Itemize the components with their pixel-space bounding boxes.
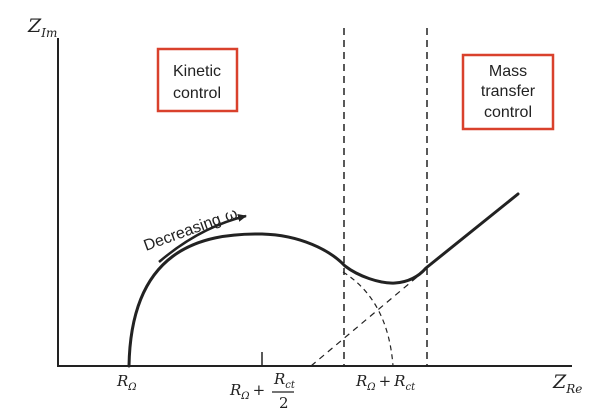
svg-text:2: 2 — [279, 394, 289, 412]
dashed-semicircle-continuation — [342, 271, 394, 367]
tick-label-r-omega-plus-rct: RΩ + Rct — [355, 372, 416, 393]
svg-text:transfer: transfer — [481, 83, 536, 100]
tick-label-r-omega: RΩ — [116, 372, 137, 393]
svg-text:control: control — [484, 104, 532, 121]
kinetic-control-box: Kinetic control — [156, 47, 239, 113]
svg-text:Mass: Mass — [489, 63, 527, 80]
svg-text:Rct: Rct — [273, 370, 296, 391]
svg-text:control: control — [173, 85, 221, 102]
tick-label-r-omega-plus-half-rct: RΩ + Rct 2 — [229, 370, 296, 412]
y-axis-label: ZIm — [27, 15, 57, 40]
x-axis-label: ZRe — [552, 371, 582, 396]
mass-transfer-control-box: Mass transfer control — [461, 53, 555, 131]
impedance-curve — [127, 192, 520, 368]
decreasing-omega-arrow — [158, 213, 247, 263]
svg-text:RΩ+: RΩ + — [229, 381, 265, 402]
svg-text:Kinetic: Kinetic — [173, 63, 221, 80]
dashed-warburg-extrapolation — [310, 271, 424, 367]
